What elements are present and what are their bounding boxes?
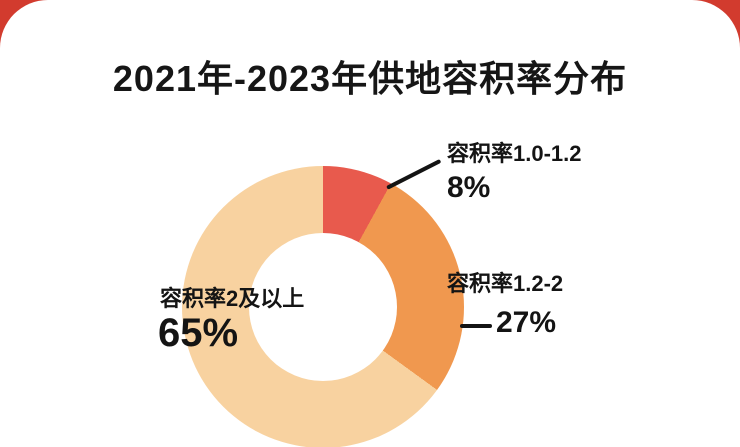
slice-3-category: 容积率2及以上 [160, 286, 305, 311]
leader-line-slice-1 [386, 158, 442, 190]
slice-2-value: 27% [496, 306, 557, 339]
slice-1-category: 容积率1.0-1.2 [447, 141, 582, 166]
slice-1-value: 8% [447, 171, 491, 204]
leader-line-slice-2 [460, 324, 492, 328]
donut-hole [249, 233, 397, 381]
slice-label-group-1: 容积率1.0-1.2 8% [447, 136, 582, 205]
donut-chart [182, 166, 464, 447]
slice-3-value: 65% [158, 311, 239, 355]
slice-2-category: 容积率1.2-2 [447, 271, 564, 296]
chart-title: 2021年-2023年供地容积率分布 [112, 58, 628, 99]
